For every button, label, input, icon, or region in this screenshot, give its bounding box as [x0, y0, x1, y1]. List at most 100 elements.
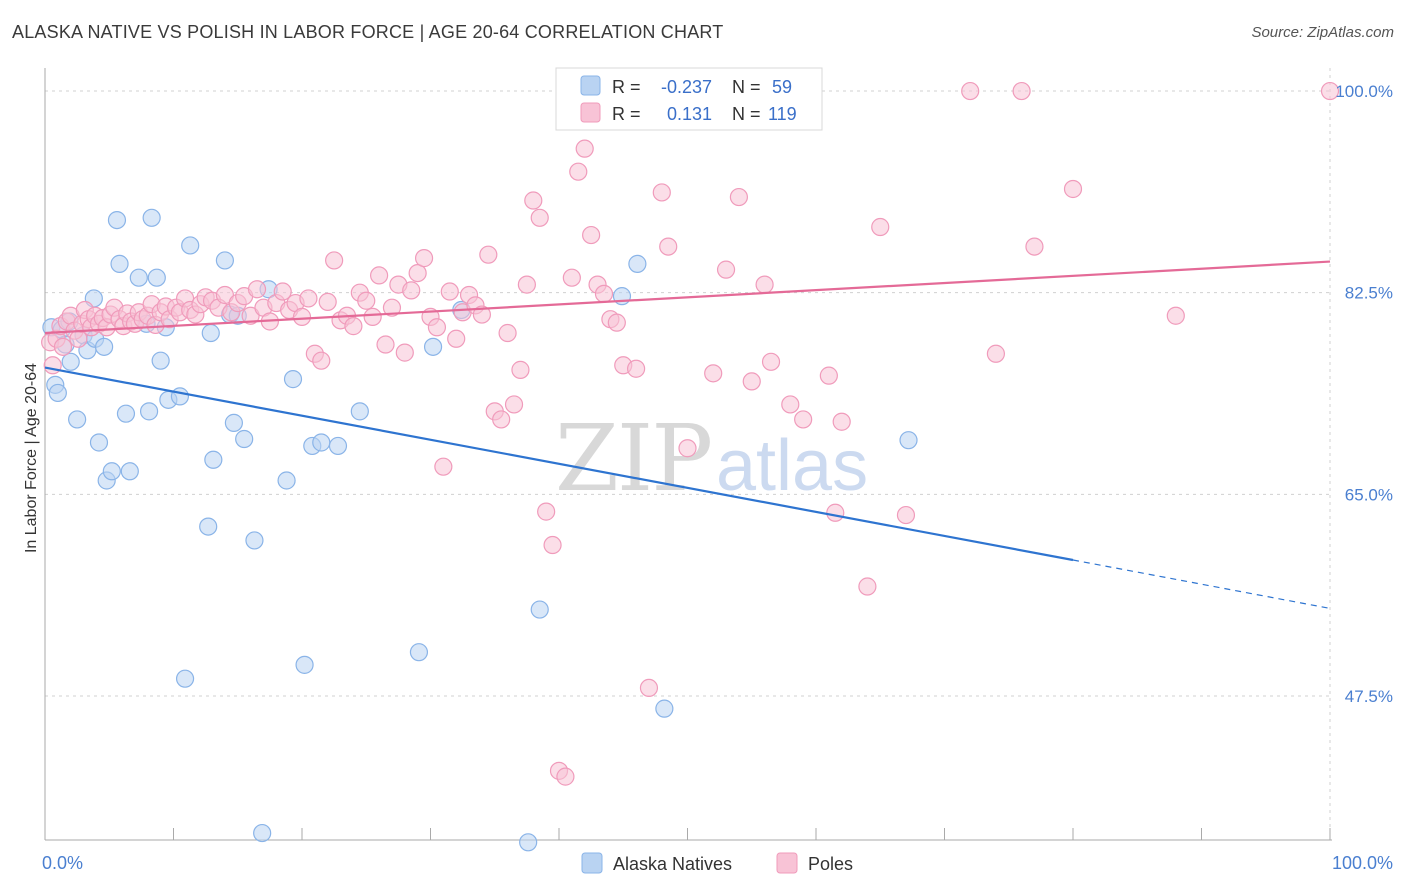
x-tick-label: 100.0% [1332, 853, 1393, 873]
poles-point [755, 275, 774, 294]
poles-point [716, 260, 736, 279]
y-tick-label: 82.5% [1345, 284, 1393, 303]
bottom-legend-label-poles: Poles [808, 854, 853, 874]
poles-point [517, 275, 536, 294]
alaska-natives-point [277, 471, 296, 490]
alaska-natives-point [142, 208, 161, 227]
legend-n-label: N = [732, 77, 761, 97]
alaska-natives-point [423, 337, 443, 356]
poles-point [318, 292, 337, 312]
poles-point [639, 678, 659, 698]
alaska-natives-trendline [44, 366, 1074, 562]
poles-point [607, 313, 626, 332]
poles-point [986, 344, 1006, 363]
alaska-natives-point [151, 351, 170, 370]
y-tick-label: 100.0% [1335, 82, 1393, 101]
poles-point [652, 183, 671, 202]
poles-point [659, 237, 678, 256]
poles-point [543, 535, 562, 555]
chart-source: Source: ZipAtlas.com [1251, 24, 1394, 41]
poles-point [498, 323, 517, 343]
poles-point [325, 251, 344, 270]
poles-point [858, 577, 877, 596]
poles-point [363, 307, 382, 326]
poles-point [292, 307, 312, 326]
alaska-natives-point [120, 462, 139, 481]
x-tick-label: 0.0% [42, 853, 83, 873]
alaska-natives-point [215, 251, 234, 270]
poles-point [742, 372, 761, 391]
poles-point [761, 352, 781, 371]
poles-point [344, 317, 363, 336]
poles-point [582, 225, 601, 245]
poles-point [537, 502, 556, 521]
alaska-natives-point [199, 517, 218, 536]
poles-point [961, 81, 980, 101]
bottom-legend-label-alaska-natives: Alaska Natives [613, 854, 732, 874]
poles-point [819, 366, 838, 385]
poles-point [556, 767, 575, 786]
y-tick-label: 65.0% [1345, 485, 1393, 504]
bottom-legend: Alaska Natives Poles [581, 852, 853, 874]
poles-point [395, 343, 414, 362]
poles-point [53, 337, 73, 356]
poles-point [826, 503, 845, 522]
poles-point [562, 268, 581, 287]
alaska-natives-point [253, 823, 272, 843]
alaska-natives-point [116, 404, 136, 423]
alaska-natives-point [139, 402, 159, 421]
alaska-natives-point [61, 352, 80, 371]
poles-point [241, 306, 260, 325]
legend-r-label: R = [612, 104, 641, 124]
y-tick-labels: 47.5% 65.0% 82.5% 100.0% [1335, 82, 1393, 706]
y-tick-label: 47.5% [1345, 687, 1393, 706]
alaska-natives-point [235, 429, 254, 449]
alaska-natives-point [655, 699, 674, 718]
legend-swatch-poles [580, 102, 601, 123]
gridlines [45, 68, 1331, 840]
alaska-natives-point [129, 268, 148, 287]
poles-point [504, 395, 524, 414]
alaska-natives-point [530, 600, 549, 619]
alaska-natives-point [147, 268, 166, 287]
poles-point [434, 457, 453, 476]
alaska-natives-trendline-extension [1072, 559, 1331, 609]
alaska-natives-point [175, 669, 195, 688]
bottom-legend-swatch-poles [776, 852, 798, 874]
watermark: ZIP atlas [555, 405, 868, 512]
poles-point [678, 439, 697, 458]
poles-point [492, 410, 511, 429]
alaska-natives-point [224, 413, 243, 432]
poles-point [729, 187, 749, 207]
alaska-natives-point [107, 210, 127, 230]
poles-point [247, 280, 267, 299]
trendlines [44, 260, 1331, 609]
poles-point [357, 291, 376, 310]
alaska-natives-point [328, 436, 348, 456]
alaska-natives-point [95, 337, 114, 356]
legend-row-alaska-natives: R = -0.237 N = 59 [580, 75, 792, 97]
legend-swatch-alaska-natives [580, 75, 601, 96]
alaska-natives-point [628, 254, 647, 273]
poles-point [781, 395, 800, 414]
poles-point [575, 139, 594, 158]
legend-n-label: N = [732, 104, 761, 124]
poles-point [524, 191, 543, 210]
legend-n-value: 59 [772, 77, 792, 97]
alaska-natives-point [102, 462, 121, 481]
alaska-natives-point [283, 370, 303, 389]
alaska-natives-point [201, 323, 220, 343]
legend-r-value: 0.131 [667, 104, 712, 124]
legend-row-poles: R = 0.131 N = 119 [580, 102, 797, 124]
alaska-natives-point [89, 433, 109, 452]
poles-point [312, 351, 331, 370]
poles-point [511, 360, 530, 379]
y-axis-label: In Labor Force | Age 20-64 [23, 363, 40, 553]
alaska-natives-point [48, 383, 67, 403]
alaska-natives-point [204, 450, 223, 469]
bottom-legend-swatch-alaska-natives [581, 852, 603, 874]
poles-point [447, 329, 466, 348]
poles-point [215, 285, 234, 305]
poles-point [896, 505, 916, 525]
poles-point [871, 217, 890, 237]
